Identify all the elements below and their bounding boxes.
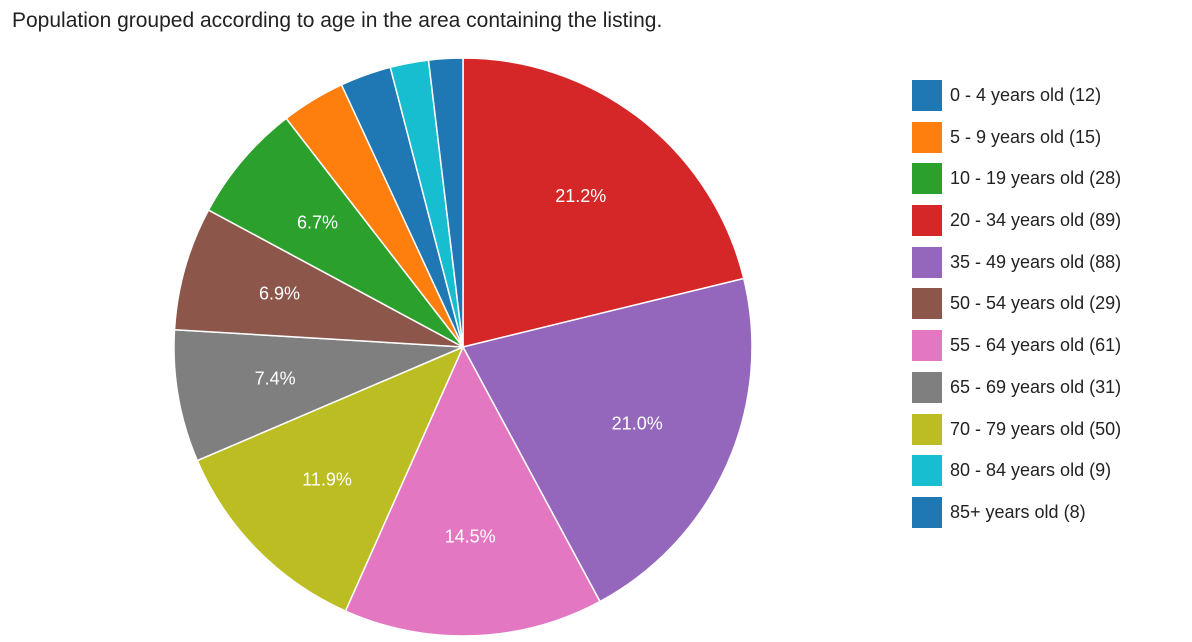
legend-item: 80 - 84 years old (9) <box>912 455 1121 487</box>
legend-swatch <box>912 121 942 153</box>
legend-label: 55 - 64 years old (61) <box>950 335 1122 356</box>
legend-label: 65 - 69 years old (31) <box>950 376 1122 397</box>
pie-slice-3 <box>462 57 745 348</box>
slice-label-8: 11.9% <box>302 470 352 490</box>
legend-swatch <box>912 288 942 320</box>
legend-label: 35 - 49 years old (88) <box>950 251 1122 272</box>
legend-item: 0 - 4 years old (12) <box>912 80 1121 111</box>
chart-title: Population grouped according to age in t… <box>12 9 663 32</box>
legend-item: 20 - 34 years old (89) <box>912 205 1122 237</box>
legend-item: 55 - 64 years old (61) <box>912 330 1122 362</box>
pie-slice-5 <box>173 209 464 348</box>
legend-swatch <box>912 413 942 445</box>
slice-label-3: 21.2% <box>555 186 606 206</box>
legend-swatch <box>912 496 942 528</box>
pie-slice-10 <box>427 57 464 348</box>
legend-swatch <box>912 246 942 278</box>
legend-swatch <box>912 80 942 111</box>
slice-label-6: 14.5% <box>445 526 496 546</box>
legend-item: 50 - 54 years old (29) <box>912 288 1122 320</box>
pie-slice-7 <box>173 328 464 462</box>
legend-swatch <box>912 455 942 487</box>
legend-label: 85+ years old (8) <box>950 501 1086 522</box>
legend-label: 5 - 9 years old (15) <box>950 126 1102 147</box>
legend-swatch <box>912 205 942 237</box>
legend-label: 10 - 19 years old (28) <box>950 168 1122 189</box>
slice-label-2: 6.7% <box>297 212 338 232</box>
legend: 0 - 4 years old (12) 5 - 9 years old (15)… <box>912 80 1121 539</box>
legend-label: 20 - 34 years old (89) <box>950 210 1122 231</box>
legend-label: 70 - 79 years old (50) <box>950 418 1122 439</box>
slice-label-5: 6.9% <box>259 284 300 304</box>
slice-label-4: 21.0% <box>612 413 663 433</box>
legend-label: 80 - 84 years old (9) <box>950 460 1112 481</box>
legend-label: 0 - 4 years old (12) <box>950 85 1102 105</box>
pie-slice-8 <box>196 345 465 613</box>
legend-item: 35 - 49 years old (88) <box>912 246 1122 278</box>
legend-item: 65 - 69 years old (31) <box>912 371 1122 403</box>
slice-label-7: 7.4% <box>255 368 296 388</box>
legend-swatch <box>912 330 942 362</box>
legend-label: 50 - 54 years old (29) <box>950 293 1122 314</box>
legend-swatch <box>912 163 942 195</box>
legend-item: 70 - 79 years old (50) <box>912 413 1122 445</box>
legend-item: 85+ years old (8) <box>912 496 1121 528</box>
pie-slice-6 <box>344 345 601 637</box>
pie-slice-2 <box>207 117 464 348</box>
pie-slice-4 <box>461 277 753 603</box>
legend-swatch <box>912 371 942 403</box>
legend-item: 10 - 19 years old (28) <box>912 163 1122 195</box>
legend-item: 5 - 9 years old (15) <box>912 121 1121 153</box>
